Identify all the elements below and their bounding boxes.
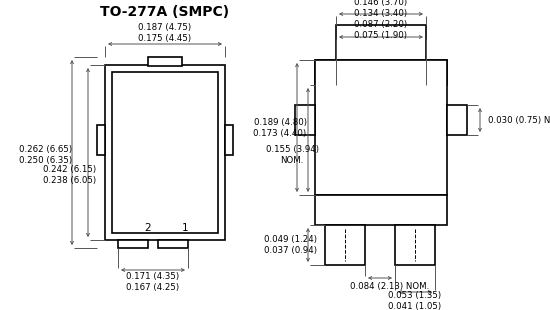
Text: 0.053 (1.35)
0.041 (1.05): 0.053 (1.35) 0.041 (1.05) bbox=[388, 291, 442, 310]
Text: 0.171 (4.35)
0.167 (4.25): 0.171 (4.35) 0.167 (4.25) bbox=[126, 272, 179, 292]
Text: TO-277A (SMPC): TO-277A (SMPC) bbox=[101, 5, 229, 19]
Bar bbox=[426, 60, 447, 85]
Text: 0.262 (6.65)
0.250 (6.35): 0.262 (6.65) 0.250 (6.35) bbox=[19, 145, 73, 165]
Bar bbox=[336, 25, 426, 60]
Bar bbox=[315, 60, 447, 195]
Bar bbox=[315, 195, 447, 225]
Text: 0.087 (2.20)
0.075 (1.90): 0.087 (2.20) 0.075 (1.90) bbox=[354, 20, 408, 40]
Bar bbox=[325, 225, 365, 265]
Text: 0.084 (2.13) NOM.: 0.084 (2.13) NOM. bbox=[350, 281, 429, 290]
Bar bbox=[112, 72, 218, 233]
Text: 1: 1 bbox=[182, 223, 188, 233]
Text: 0.189 (4.80)
0.173 (4.40): 0.189 (4.80) 0.173 (4.40) bbox=[254, 118, 306, 138]
Bar bbox=[105, 65, 225, 240]
Bar bbox=[447, 105, 467, 135]
Text: 0.030 (0.75) NOM.: 0.030 (0.75) NOM. bbox=[488, 116, 550, 125]
Bar bbox=[295, 105, 315, 135]
Bar bbox=[315, 60, 336, 85]
Text: 0.155 (3.94)
NOM.: 0.155 (3.94) NOM. bbox=[266, 145, 318, 165]
Bar bbox=[158, 240, 188, 248]
Text: 0.187 (4.75)
0.175 (4.45): 0.187 (4.75) 0.175 (4.45) bbox=[139, 23, 191, 43]
Text: 0.146 (3.70)
0.134 (3.40): 0.146 (3.70) 0.134 (3.40) bbox=[354, 0, 408, 18]
Bar bbox=[225, 125, 233, 155]
Bar bbox=[148, 57, 182, 66]
Bar bbox=[395, 225, 435, 265]
Text: 0.049 (1.24)
0.037 (0.94): 0.049 (1.24) 0.037 (0.94) bbox=[263, 235, 316, 255]
Bar bbox=[97, 125, 105, 155]
Bar bbox=[118, 240, 148, 248]
Text: 2: 2 bbox=[145, 223, 151, 233]
Text: 0.242 (6.15)
0.238 (6.05): 0.242 (6.15) 0.238 (6.05) bbox=[43, 165, 97, 185]
